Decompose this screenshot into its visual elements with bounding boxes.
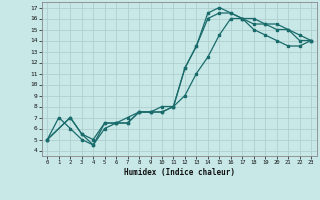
X-axis label: Humidex (Indice chaleur): Humidex (Indice chaleur)	[124, 168, 235, 177]
